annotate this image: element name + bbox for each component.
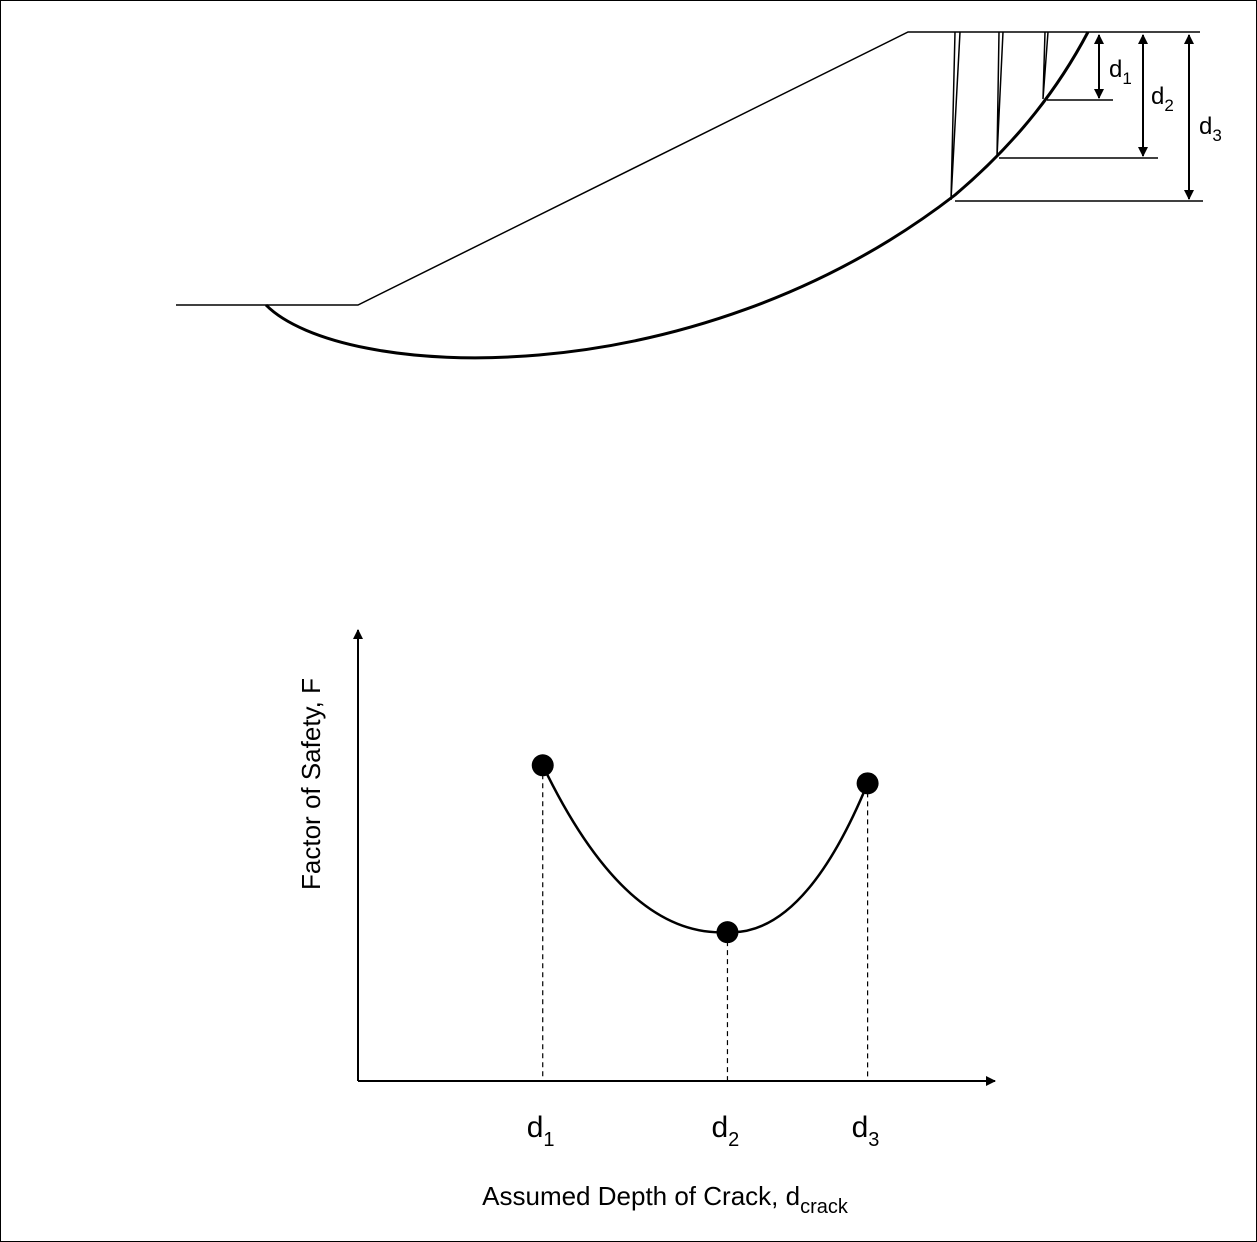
x-tick-label-1: d1 <box>527 1111 555 1151</box>
slope-diagram: d1 d2 d3 <box>176 31 1222 360</box>
data-point-1 <box>531 754 554 777</box>
tension-crack-3 <box>950 31 961 201</box>
data-point-2 <box>716 921 739 944</box>
data-point-3 <box>856 772 879 795</box>
x-tick-label-2: d2 <box>711 1111 739 1151</box>
series-line <box>541 764 869 934</box>
tension-crack-1 <box>1042 31 1049 100</box>
depth-label-d2: d2 <box>1151 83 1174 115</box>
depth-label-d1: d1 <box>1109 56 1132 88</box>
slip-surface-arc <box>264 31 1090 360</box>
chart-marks: d1 d2 d3 <box>527 754 880 1151</box>
slope-ground-profile <box>176 31 1200 306</box>
chart: Factor of Safety, F Assumed Depth of Cra… <box>296 629 996 1218</box>
tension-crack-2 <box>996 31 1004 158</box>
y-axis-title: Factor of Safety, F <box>296 678 326 890</box>
x-tick-label-3: d3 <box>852 1111 880 1151</box>
depth-label-d3: d3 <box>1199 113 1222 145</box>
x-axis-title: Assumed Depth of Crack, dcrack <box>482 1181 849 1218</box>
